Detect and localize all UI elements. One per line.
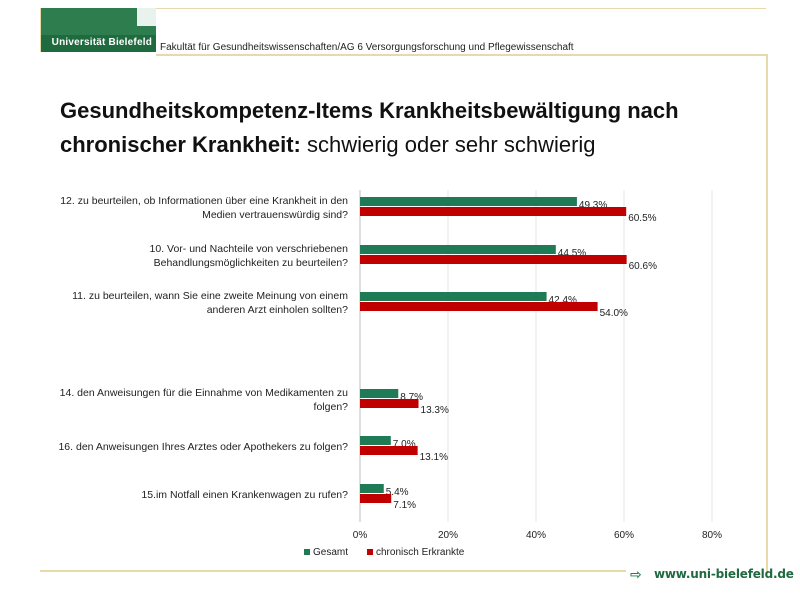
bar-gesamt	[360, 197, 577, 206]
header-top-rule	[156, 8, 766, 9]
logo-corner	[137, 8, 156, 26]
data-label: 13.1%	[420, 452, 448, 463]
bar-chronisch	[360, 207, 627, 216]
footer-rule	[40, 570, 626, 572]
category-label: folgen?	[314, 401, 349, 413]
category-label: 15.im Notfall einen Krankenwagen zu rufe…	[141, 489, 348, 501]
bar-gesamt	[360, 436, 391, 445]
category-label: Behandlungsmöglichkeiten zu beurteilen?	[154, 257, 349, 269]
title-line-1: Gesundheitskompetenz-Items Krankheitsbew…	[60, 98, 679, 123]
bar-gesamt	[360, 484, 384, 493]
bar-chronisch	[360, 302, 598, 311]
title-line-2-rest: schwierig oder sehr schwierig	[300, 132, 596, 157]
category-label: 12. zu beurteilen, ob Informationen über…	[60, 195, 348, 207]
title-line-2: chronischer Krankheit: schwierig oder se…	[60, 128, 760, 162]
data-label: 13.3%	[421, 405, 449, 416]
title-line-2-bold: chronischer Krankheit:	[60, 132, 301, 157]
slide-title: Gesundheitskompetenz-Items Krankheitsbew…	[60, 94, 760, 162]
x-tick-label: 40%	[526, 530, 546, 541]
category-label: 10. Vor- und Nachteile von verschriebene…	[150, 243, 349, 255]
legend-swatch	[304, 549, 310, 555]
legend-swatch	[367, 549, 373, 555]
arrow-icon: ⇨	[630, 566, 642, 582]
data-label: 49.3%	[579, 200, 607, 211]
data-label: 7.1%	[393, 500, 416, 511]
legend-label: chronisch Erkrankte	[376, 547, 465, 558]
faculty-header: Fakultät für Gesundheitswissenschaften/A…	[160, 42, 574, 53]
category-label: anderen Arzt einholen sollten?	[207, 304, 348, 316]
header-rule	[156, 54, 768, 56]
logo-text: Universität Bielefeld	[51, 37, 152, 48]
bar-chronisch	[360, 255, 627, 264]
data-label: 42.4%	[549, 295, 577, 306]
bar-chronisch	[360, 399, 419, 408]
x-tick-label: 0%	[353, 530, 368, 541]
data-label: 60.5%	[628, 213, 656, 224]
category-label: 16. den Anweisungen Ihres Arztes oder Ap…	[58, 441, 348, 453]
category-label: Medien vertrauenswürdig sind?	[202, 209, 348, 221]
x-tick-label: 20%	[438, 530, 458, 541]
data-label: 8.7%	[400, 392, 423, 403]
right-rule	[766, 56, 768, 571]
data-label: 7.0%	[393, 439, 416, 450]
category-label: 11. zu beurteilen, wann Sie eine zweite …	[72, 290, 348, 302]
data-label: 54.0%	[600, 308, 628, 319]
bar-gesamt	[360, 389, 399, 398]
left-decor-rule	[40, 8, 41, 52]
x-tick-label: 80%	[702, 530, 722, 541]
legend-label: Gesamt	[313, 547, 348, 558]
bar-gesamt	[360, 245, 556, 254]
category-label: 14. den Anweisungen für die Einnahme von…	[60, 387, 349, 399]
university-logo: Universität Bielefeld	[41, 8, 156, 52]
data-label: 44.5%	[558, 248, 586, 259]
footer-url: www.uni-bielefeld.de	[654, 567, 794, 581]
data-label: 5.4%	[386, 487, 409, 498]
data-label: 60.6%	[629, 261, 657, 272]
x-tick-label: 60%	[614, 530, 634, 541]
bar-chronisch	[360, 494, 392, 503]
bar-gesamt	[360, 292, 547, 301]
logo-band	[41, 35, 156, 52]
bar-chronisch	[360, 446, 418, 455]
